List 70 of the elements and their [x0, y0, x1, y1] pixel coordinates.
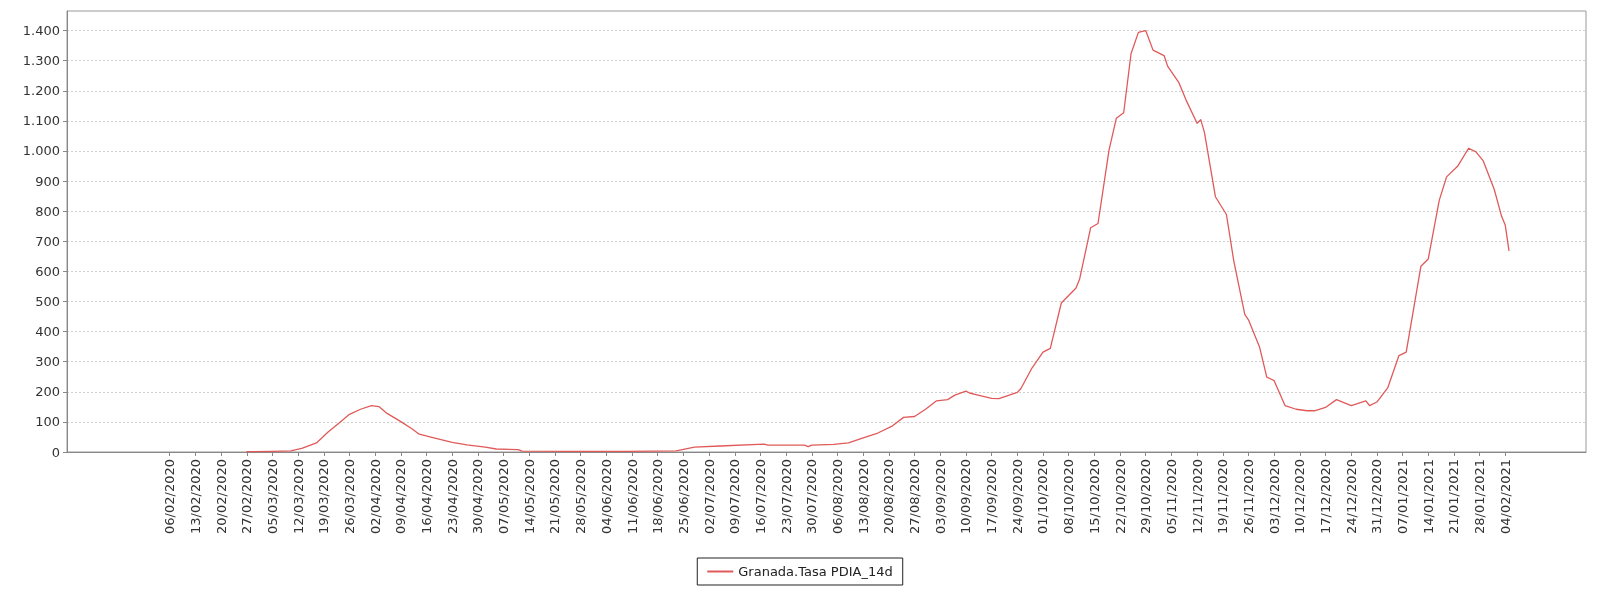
x-tick-label: 06/02/2020 [162, 459, 178, 534]
y-tick-label: 400 [35, 324, 60, 340]
x-tick-label: 21/01/2021 [1446, 459, 1462, 534]
x-tick-label: 28/01/2021 [1472, 459, 1488, 534]
x-tick-label: 27/08/2020 [907, 459, 923, 534]
x-tick-label: 20/08/2020 [881, 459, 897, 534]
x-tick-label: 07/05/2020 [496, 459, 512, 534]
x-tick-label: 10/12/2020 [1292, 459, 1308, 534]
x-tick-label: 05/11/2020 [1163, 459, 1179, 534]
x-tick-label: 25/06/2020 [675, 459, 691, 534]
x-tick-label: 12/11/2020 [1189, 459, 1205, 534]
x-tick-label: 19/11/2020 [1215, 459, 1231, 534]
x-tick-label: 03/12/2020 [1266, 459, 1282, 534]
x-tick-label: 23/07/2020 [778, 459, 794, 534]
x-tick-label: 08/10/2020 [1061, 459, 1077, 534]
line-series [246, 29, 1510, 453]
y-tick-label: 1.000 [22, 143, 60, 159]
x-tick-label: 26/03/2020 [342, 459, 358, 534]
x-tick-label: 01/10/2020 [1035, 459, 1051, 534]
legend-label: Granada.Tasa PDIA_14d [738, 564, 893, 579]
x-tick-label: 13/02/2020 [187, 459, 203, 534]
y-tick-label: 1.300 [22, 53, 60, 69]
x-tick-label: 21/05/2020 [547, 459, 563, 534]
x-tick-label: 04/06/2020 [598, 459, 614, 534]
x-tick-label: 15/10/2020 [1086, 459, 1102, 534]
x-tick-label: 05/03/2020 [264, 459, 280, 534]
x-tick-label: 04/02/2021 [1497, 459, 1513, 534]
x-tick-label: 10/09/2020 [958, 459, 974, 534]
x-tick-label: 14/01/2021 [1420, 459, 1436, 534]
x-tick-label: 26/11/2020 [1240, 459, 1256, 534]
x-tick-label: 18/06/2020 [650, 459, 666, 534]
x-tick-label: 07/01/2021 [1395, 459, 1411, 534]
y-tick-label: 600 [35, 263, 60, 279]
x-tick-label: 09/07/2020 [727, 459, 743, 534]
x-tick-label: 30/07/2020 [804, 459, 820, 534]
x-tick-label: 28/05/2020 [573, 459, 589, 534]
x-tick-label: 14/05/2020 [521, 459, 537, 534]
x-tick-label: 16/04/2020 [419, 459, 435, 534]
x-tick-label: 24/09/2020 [1009, 459, 1025, 534]
x-tick-label: 11/06/2020 [624, 459, 640, 534]
x-tick-label: 23/04/2020 [444, 459, 460, 534]
x-tick-label: 09/04/2020 [393, 459, 409, 534]
x-tick-label: 20/02/2020 [213, 459, 229, 534]
x-tick-label: 30/04/2020 [470, 459, 486, 534]
x-tick-label: 24/12/2020 [1343, 459, 1359, 534]
x-tick-label: 17/09/2020 [984, 459, 1000, 534]
x-tick-label: 03/09/2020 [932, 459, 948, 534]
x-tick-label: 06/08/2020 [830, 459, 846, 534]
x-tick-label: 02/07/2020 [701, 459, 717, 534]
y-tick-label: 1.400 [22, 23, 60, 39]
x-tick-label: 17/12/2020 [1318, 459, 1333, 534]
x-tick-label: 22/10/2020 [1112, 459, 1128, 534]
x-tick-label: 16/07/2020 [752, 459, 768, 534]
x-tick-label: 13/08/2020 [855, 459, 871, 534]
x-tick-label: 29/10/2020 [1138, 459, 1154, 534]
y-tick-label: 500 [35, 293, 60, 309]
y-tick-label: 900 [35, 173, 60, 189]
x-tick-label: 27/02/2020 [239, 459, 255, 534]
y-tick-label: 1.100 [22, 113, 60, 129]
y-tick-label: 0 [51, 444, 60, 460]
y-tick-label: 700 [35, 233, 60, 249]
y-tick-label: 800 [35, 203, 60, 219]
y-tick-label: 300 [35, 354, 60, 370]
y-tick-label: 200 [35, 384, 60, 400]
y-tick-label: 1.200 [22, 83, 60, 99]
y-tick-label: 100 [35, 414, 60, 430]
x-tick-label: 31/12/2020 [1369, 459, 1385, 534]
x-tick-label: 02/04/2020 [367, 459, 383, 534]
x-tick-label: 12/03/2020 [290, 459, 306, 534]
x-tick-label: 19/03/2020 [316, 459, 332, 534]
